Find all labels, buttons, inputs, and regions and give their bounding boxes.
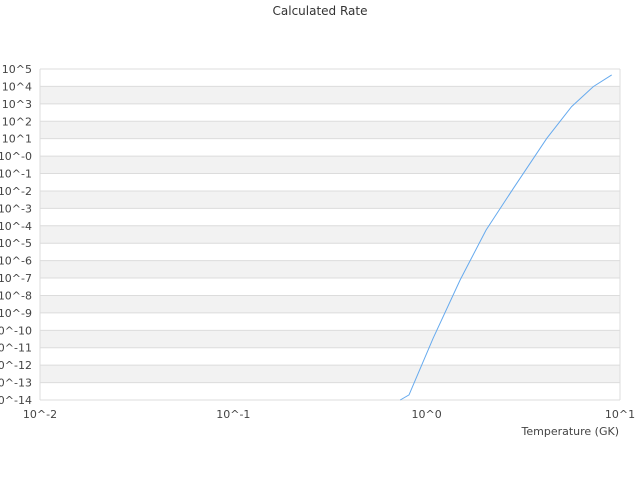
grid-band [40, 312, 620, 331]
y-tick-label: 10^-7 [0, 272, 32, 285]
y-tick-label: 10^-10 [0, 324, 32, 337]
x-axis-label: Temperature (GK) [521, 425, 620, 438]
x-tick-label: 10^0 [412, 408, 442, 421]
y-tick-label: 10^2 [2, 115, 32, 128]
grid-band [40, 225, 620, 244]
y-tick-label: 10^-0 [0, 150, 32, 163]
series-line [399, 74, 612, 401]
y-tick-label: 10^-8 [0, 289, 32, 302]
y-tick-label: 10^-2 [0, 185, 32, 198]
grid-band [40, 121, 620, 139]
grid-band [40, 103, 620, 122]
y-tick-label: 10^-5 [0, 237, 32, 250]
y-tick-label: 10^-13 [0, 377, 32, 390]
y-tick-label: 10^-1 [0, 168, 32, 181]
grid-band [40, 86, 620, 104]
grid-band [40, 69, 620, 87]
grid-band [40, 330, 620, 348]
y-tick-label: 10^-9 [0, 307, 32, 320]
grid-band [40, 173, 620, 191]
grid-band [40, 278, 620, 296]
y-tick-label: 10^4 [2, 80, 32, 93]
y-tick-label: 10^-12 [0, 359, 32, 372]
y-tick-label: 10^-6 [0, 255, 32, 268]
grid-band [40, 156, 620, 174]
grid-band [40, 382, 620, 400]
grid-band [40, 295, 620, 313]
y-tick-label: 10^-11 [0, 342, 32, 355]
y-tick-label: 10^-3 [0, 202, 32, 215]
y-tick-label: 10^1 [2, 133, 32, 146]
grid-band [40, 208, 620, 226]
y-tick-label: 10^5 [2, 63, 32, 76]
grid-band [40, 190, 620, 209]
x-tick-label: 10^-1 [216, 408, 250, 421]
y-tick-label: 10^3 [2, 98, 32, 111]
grid-band [40, 260, 620, 279]
y-tick-label: 10^-14 [0, 394, 32, 407]
grid-band [40, 347, 620, 366]
x-tick-label: 10^1 [605, 408, 635, 421]
grid-band [40, 243, 620, 261]
grid-band [40, 365, 620, 383]
chart-title: Calculated Rate [272, 4, 368, 18]
y-tick-label: 10^-4 [0, 220, 32, 233]
x-tick-label: 10^-2 [23, 408, 57, 421]
grid-band [40, 138, 620, 157]
